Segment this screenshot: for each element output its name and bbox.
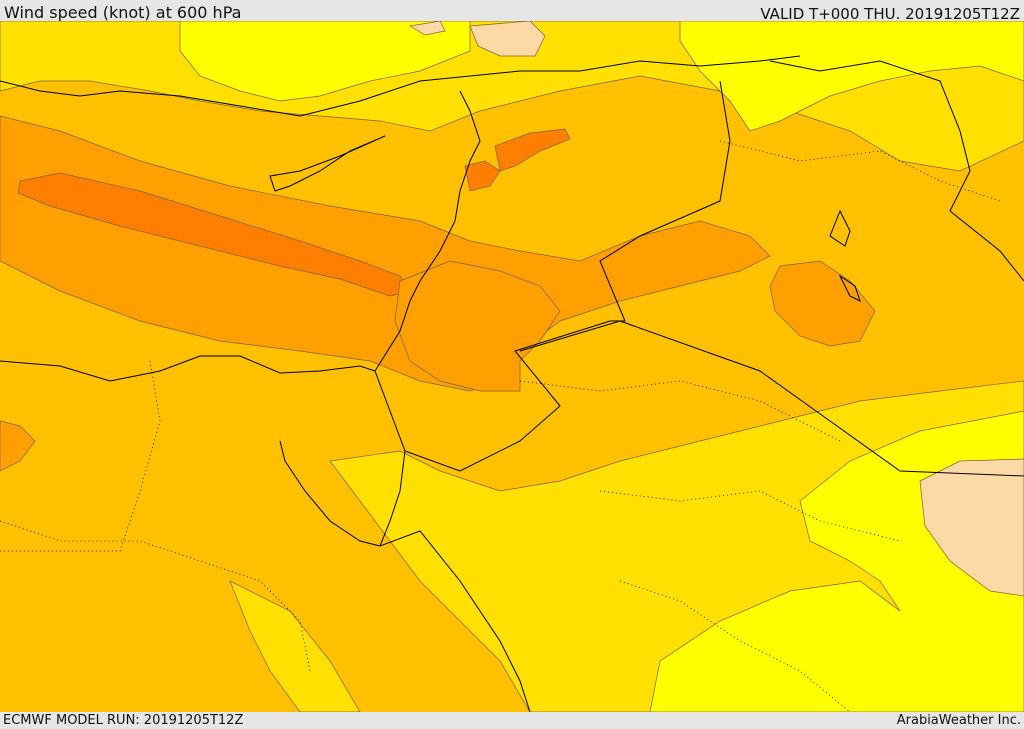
wind-band-light-yellow-ne xyxy=(679,21,1024,132)
credit: ArabiaWeather Inc. xyxy=(896,713,1021,728)
wind-band-dark-orange-syria-2 xyxy=(464,160,501,192)
valid-time: VALID T+000 THU. 20191205T12Z xyxy=(760,5,1020,23)
wind-speed-map[interactable] xyxy=(0,21,1024,712)
country-borders xyxy=(0,55,1024,712)
footer-bar: ECMWF MODEL RUN: 20191205T12Z ArabiaWeat… xyxy=(0,712,1024,729)
wind-band-yellow-sw xyxy=(229,580,361,712)
wind-band-dark-orange-syria xyxy=(494,128,571,172)
wind-band-orange-central xyxy=(0,115,771,392)
wind-band-orange-jordan xyxy=(394,260,561,392)
map-title: Wind speed (knot) at 600 hPa xyxy=(4,3,242,22)
wind-band-orange-west xyxy=(0,420,36,472)
header-bar: Wind speed (knot) at 600 hPa VALID T+000… xyxy=(0,0,1024,23)
wind-band-pale-east xyxy=(919,458,1024,597)
model-run: ECMWF MODEL RUN: 20191205T12Z xyxy=(3,713,244,728)
wind-band-pale-2 xyxy=(409,21,446,36)
dotted-boundaries xyxy=(0,140,1001,712)
wind-band-pale-1 xyxy=(469,21,546,57)
wind-band-light-yellow-north xyxy=(179,21,471,102)
